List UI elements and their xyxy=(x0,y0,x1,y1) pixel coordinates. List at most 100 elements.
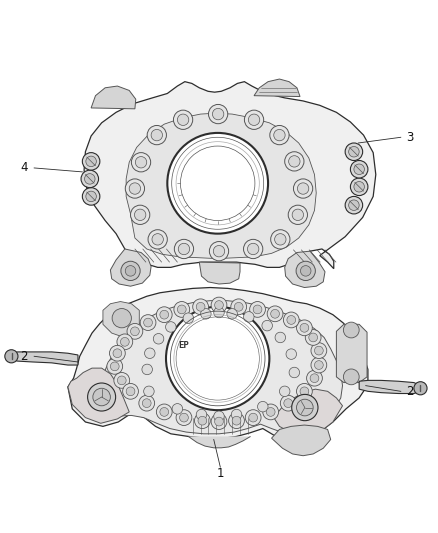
Circle shape xyxy=(293,179,313,198)
Polygon shape xyxy=(91,86,136,109)
Circle shape xyxy=(232,416,241,425)
Circle shape xyxy=(292,209,304,221)
Circle shape xyxy=(85,174,95,184)
Circle shape xyxy=(309,333,318,342)
Circle shape xyxy=(177,114,189,125)
Circle shape xyxy=(131,205,150,224)
Circle shape xyxy=(215,417,223,426)
Circle shape xyxy=(297,399,313,416)
Circle shape xyxy=(88,383,116,411)
Circle shape xyxy=(125,179,145,198)
Circle shape xyxy=(140,314,156,330)
Circle shape xyxy=(350,160,368,178)
Circle shape xyxy=(174,302,190,317)
Circle shape xyxy=(283,312,299,328)
Circle shape xyxy=(354,164,364,174)
Circle shape xyxy=(349,200,359,211)
Circle shape xyxy=(82,188,100,205)
Circle shape xyxy=(354,182,364,192)
Circle shape xyxy=(267,306,283,322)
Polygon shape xyxy=(272,425,331,456)
Circle shape xyxy=(305,329,321,345)
Circle shape xyxy=(114,373,130,388)
Circle shape xyxy=(211,414,227,430)
Circle shape xyxy=(196,302,205,311)
Circle shape xyxy=(311,343,327,359)
Polygon shape xyxy=(94,301,343,434)
Circle shape xyxy=(201,309,211,319)
Circle shape xyxy=(160,310,169,319)
Circle shape xyxy=(258,401,268,412)
Circle shape xyxy=(349,147,359,157)
Circle shape xyxy=(174,239,194,259)
Circle shape xyxy=(284,399,293,408)
Circle shape xyxy=(310,374,319,383)
Circle shape xyxy=(135,157,147,168)
Circle shape xyxy=(212,108,224,120)
Polygon shape xyxy=(254,79,300,96)
Circle shape xyxy=(279,386,290,397)
Circle shape xyxy=(414,382,427,395)
Circle shape xyxy=(117,376,126,385)
Circle shape xyxy=(147,125,166,145)
Polygon shape xyxy=(285,251,325,287)
Circle shape xyxy=(131,152,151,172)
Circle shape xyxy=(196,409,207,420)
Circle shape xyxy=(213,246,225,257)
Circle shape xyxy=(296,261,315,280)
Circle shape xyxy=(209,241,229,261)
Circle shape xyxy=(208,104,228,124)
Circle shape xyxy=(144,318,152,327)
Polygon shape xyxy=(84,82,376,269)
Circle shape xyxy=(234,302,243,311)
Circle shape xyxy=(314,361,323,369)
Circle shape xyxy=(126,387,135,395)
Circle shape xyxy=(144,386,154,397)
Polygon shape xyxy=(110,249,151,286)
Circle shape xyxy=(253,305,262,314)
Polygon shape xyxy=(68,287,368,440)
Polygon shape xyxy=(68,368,129,423)
Circle shape xyxy=(142,364,152,375)
Polygon shape xyxy=(188,437,251,448)
Circle shape xyxy=(86,191,96,201)
Circle shape xyxy=(151,130,162,141)
Circle shape xyxy=(289,367,300,378)
Circle shape xyxy=(231,299,247,314)
Circle shape xyxy=(93,388,110,406)
Circle shape xyxy=(275,233,286,245)
Circle shape xyxy=(152,233,163,245)
Circle shape xyxy=(110,345,125,361)
Circle shape xyxy=(193,299,208,314)
Circle shape xyxy=(86,156,96,167)
Circle shape xyxy=(307,370,322,386)
Polygon shape xyxy=(359,381,420,393)
Circle shape xyxy=(117,334,133,350)
Circle shape xyxy=(5,350,18,363)
Circle shape xyxy=(287,316,296,324)
Polygon shape xyxy=(126,113,316,259)
Circle shape xyxy=(343,369,359,385)
Circle shape xyxy=(274,130,285,141)
Circle shape xyxy=(275,332,286,343)
Circle shape xyxy=(214,307,224,318)
Circle shape xyxy=(123,383,138,399)
Circle shape xyxy=(183,313,194,324)
Circle shape xyxy=(300,387,309,395)
Circle shape xyxy=(121,261,140,280)
Circle shape xyxy=(289,156,300,167)
Circle shape xyxy=(211,297,227,313)
Circle shape xyxy=(297,320,312,336)
Circle shape xyxy=(142,399,151,408)
Circle shape xyxy=(177,305,186,314)
Polygon shape xyxy=(274,389,343,435)
Polygon shape xyxy=(336,324,367,383)
Circle shape xyxy=(166,307,269,410)
Circle shape xyxy=(214,411,224,422)
Circle shape xyxy=(81,170,99,188)
Circle shape xyxy=(156,307,172,322)
Circle shape xyxy=(343,322,359,338)
Circle shape xyxy=(160,408,169,416)
Circle shape xyxy=(271,310,279,318)
Circle shape xyxy=(244,239,263,259)
